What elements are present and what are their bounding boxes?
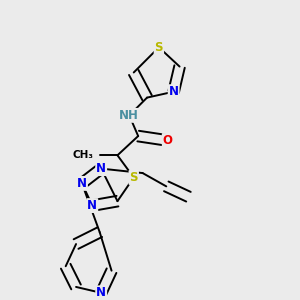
Text: S: S xyxy=(154,41,163,54)
Text: N: N xyxy=(87,199,97,212)
Text: CH₃: CH₃ xyxy=(73,150,94,160)
Text: N: N xyxy=(96,286,106,299)
Text: N: N xyxy=(77,177,87,190)
Text: S: S xyxy=(130,171,138,184)
Text: O: O xyxy=(163,134,173,147)
Text: N: N xyxy=(96,162,106,175)
Text: NH: NH xyxy=(119,109,139,122)
Text: N: N xyxy=(169,85,179,98)
